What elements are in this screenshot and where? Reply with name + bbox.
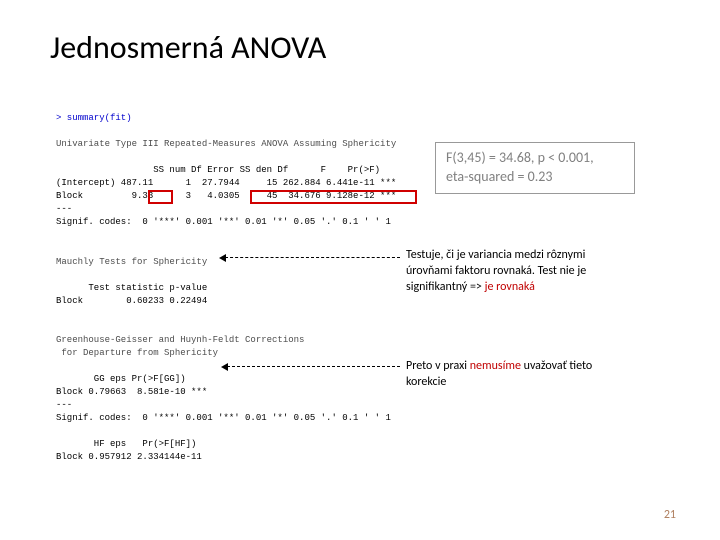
formula-callout: F(3,45) = 34.68, p < 0.001, eta-squared … bbox=[435, 142, 635, 194]
sep: --- bbox=[56, 400, 72, 410]
formula-line-1: F(3,45) = 34.68, p < 0.001, bbox=[446, 149, 624, 168]
gg-row: Block 0.79663 8.581e-10 *** bbox=[56, 387, 207, 397]
annotation-highlight: nemusíme bbox=[470, 359, 521, 373]
annotation-corrections: Preto v praxi nemusíme uvažovať tieto ko… bbox=[406, 358, 621, 390]
page-title: Jednosmerná ANOVA bbox=[50, 28, 326, 67]
signif-codes: Signif. codes: 0 '***' 0.001 '**' 0.01 '… bbox=[56, 217, 391, 227]
annotation-text: Preto v praxi bbox=[406, 359, 470, 373]
mauchly-title: Mauchly Tests for Sphericity bbox=[56, 257, 207, 267]
highlight-box-df bbox=[148, 190, 173, 204]
anova-intercept-row: (Intercept) 487.11 1 27.7944 15 262.884 … bbox=[56, 178, 396, 188]
mauchly-header: Test statistic p-value bbox=[56, 283, 207, 293]
hf-header: HF eps Pr(>F[HF]) bbox=[56, 439, 196, 449]
r-output: > summary(fit) Univariate Type III Repea… bbox=[56, 112, 396, 464]
mauchly-row: Block 0.60233 0.22494 bbox=[56, 296, 207, 306]
annotation-mauchly: Testuje, či je variancia medzi rôznymi ú… bbox=[406, 247, 621, 296]
anova-type-line: Univariate Type III Repeated-Measures AN… bbox=[56, 139, 396, 149]
anova-header: SS num Df Error SS den Df F Pr(>F) bbox=[56, 165, 380, 175]
annotation-highlight: je rovnaká bbox=[485, 280, 535, 294]
gg-title-1: Greenhouse-Geisser and Huynh-Feldt Corre… bbox=[56, 335, 304, 345]
prompt-line: > summary(fit) bbox=[56, 113, 132, 123]
formula-line-2: eta-squared = 0.23 bbox=[446, 168, 624, 187]
highlight-box-fstat bbox=[250, 190, 417, 204]
arrow-to-mauchly bbox=[225, 257, 400, 258]
arrow-to-corrections bbox=[227, 366, 400, 367]
hf-row: Block 0.957912 2.334144e-11 bbox=[56, 452, 202, 462]
sep: --- bbox=[56, 204, 72, 214]
page-number: 21 bbox=[664, 508, 676, 522]
gg-title-2: for Departure from Sphericity bbox=[56, 348, 218, 358]
signif-codes: Signif. codes: 0 '***' 0.001 '**' 0.01 '… bbox=[56, 413, 391, 423]
gg-header: GG eps Pr(>F[GG]) bbox=[56, 374, 186, 384]
